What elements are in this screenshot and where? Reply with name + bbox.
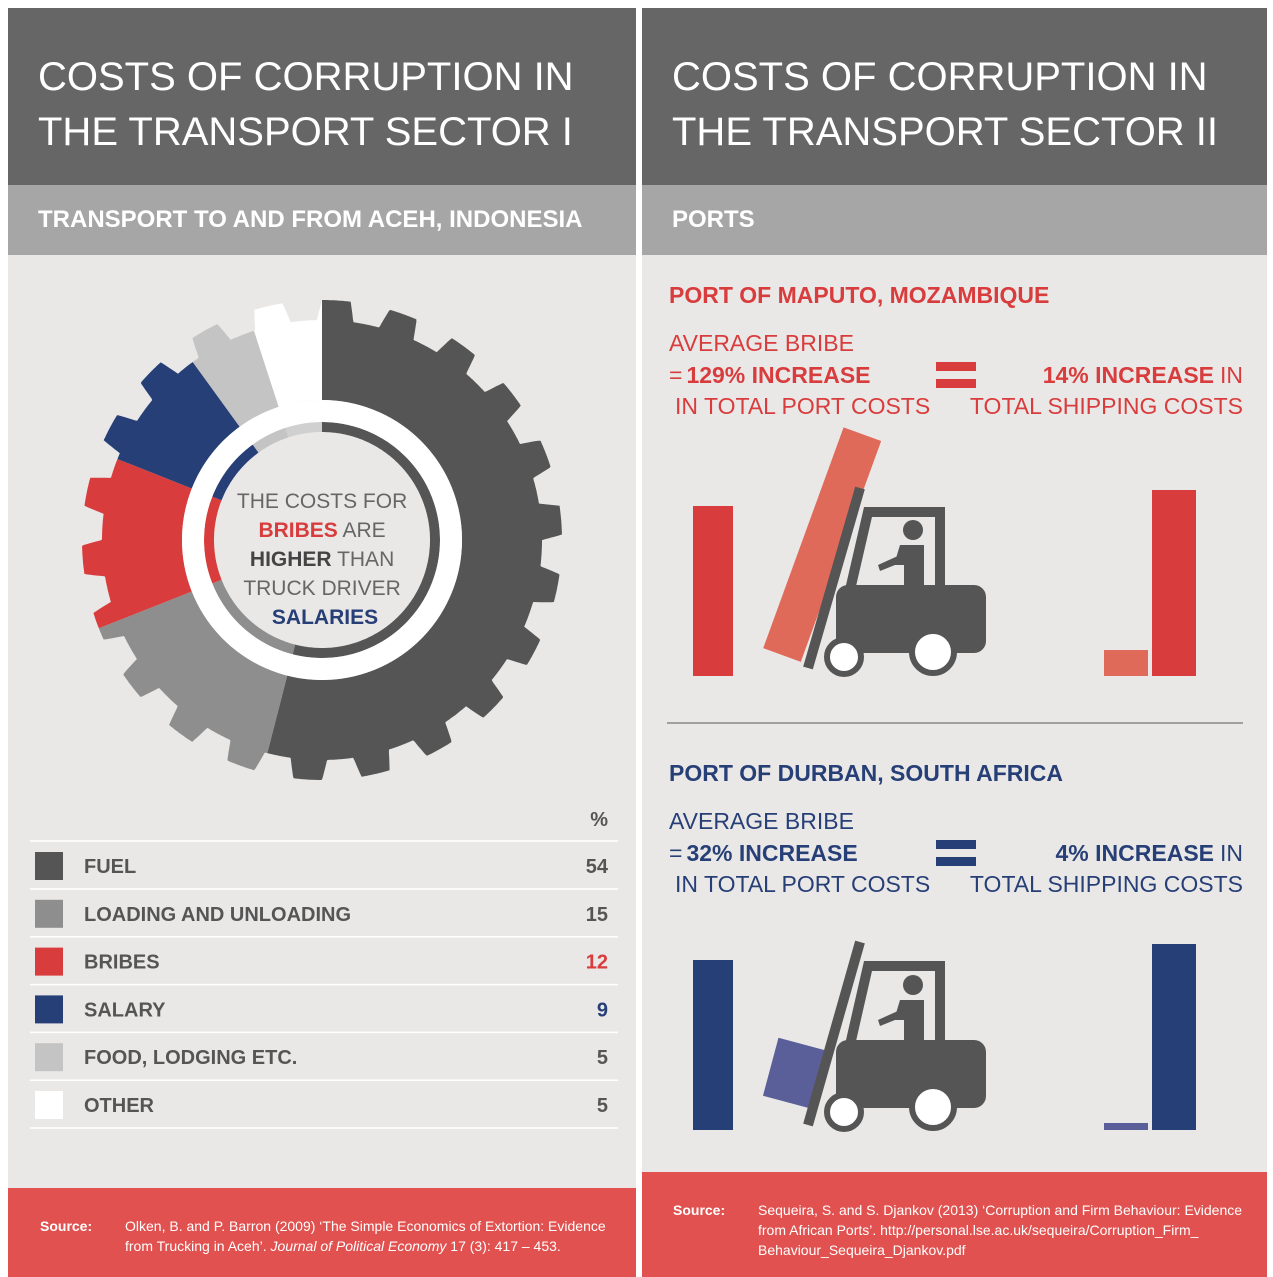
legend-swatch xyxy=(35,900,63,928)
legend-label: BRIBES xyxy=(84,952,160,974)
illustration-bar xyxy=(693,960,733,1130)
legend: FUEL 54 LOADING AND UNLOADING 15 BRIBES 12 SAL… xyxy=(30,841,618,1128)
forklift xyxy=(763,427,986,674)
donut-segment xyxy=(99,592,287,771)
shipping-in: IN xyxy=(1220,362,1243,388)
legend-swatch xyxy=(35,1091,63,1119)
cab xyxy=(850,966,940,1045)
legend-label: FOOD, LODGING ETC. xyxy=(84,1047,297,1069)
shipping-increase: 14% INCREASE xyxy=(1043,362,1214,388)
wheel xyxy=(912,631,954,673)
legend-value: 9 xyxy=(597,999,608,1021)
center-word: THE COSTS FOR xyxy=(237,490,407,513)
equals-icon xyxy=(936,362,976,371)
port-name: PORT OF DURBAN, SOUTH AFRICA xyxy=(669,760,1063,786)
illustration-bar xyxy=(1104,650,1148,676)
equals: = xyxy=(669,362,682,388)
legend-value: 12 xyxy=(586,952,608,974)
center-word: HIGHER THAN xyxy=(250,548,394,571)
driver-body xyxy=(878,545,924,590)
page: COSTS OF CORRUPTION IN THE TRANSPORT SEC… xyxy=(0,0,1273,1277)
illustration-bar xyxy=(1104,1123,1148,1130)
center-word: TRUCK DRIVER xyxy=(243,577,401,600)
equals: = xyxy=(669,840,682,866)
legend-swatch xyxy=(35,852,63,880)
center-word: ARE xyxy=(343,519,386,542)
legend-label: SALARY xyxy=(84,999,166,1021)
forklift xyxy=(763,942,986,1129)
legend-swatch xyxy=(35,948,63,976)
wheel xyxy=(827,640,861,674)
illustration-bar xyxy=(693,506,733,676)
value-header: % xyxy=(590,809,608,831)
port-name: PORT OF MAPUTO, MOZAMBIQUE xyxy=(669,282,1049,308)
port-increase: 32% INCREASE xyxy=(686,840,857,866)
port-suffix: IN TOTAL PORT COSTS xyxy=(675,393,930,419)
legend-label: LOADING AND UNLOADING xyxy=(84,904,351,926)
driver-head xyxy=(903,975,923,995)
bribe-line: =32% INCREASE xyxy=(669,840,858,866)
driver-body xyxy=(878,1000,924,1045)
port-increase: 129% INCREASE xyxy=(686,362,870,388)
center-word: SALARIES xyxy=(272,606,378,629)
shipping-increase: 4% INCREASE xyxy=(1056,840,1214,866)
wheel xyxy=(912,1086,954,1128)
driver-head xyxy=(903,520,923,540)
legend-label: FUEL xyxy=(84,856,136,878)
illustration-bar xyxy=(1152,490,1196,676)
port-suffix: IN TOTAL PORT COSTS xyxy=(675,871,930,897)
center-word: BRIBES xyxy=(258,519,337,542)
center-word: BRIBES ARE xyxy=(258,519,385,542)
wheel xyxy=(827,1095,861,1129)
legend-value: 54 xyxy=(586,856,609,878)
cab xyxy=(850,512,940,590)
illustration-bar xyxy=(1152,944,1196,1130)
equals-icon xyxy=(936,379,976,388)
bribe-label: AVERAGE BRIBE xyxy=(669,808,854,834)
legend-value: 15 xyxy=(586,904,608,926)
graphics: THE COSTS FOR BRIBES ARE HIGHER THAN TRU… xyxy=(0,0,1273,1277)
bribe-line: =129% INCREASE xyxy=(669,362,871,388)
shipping-suffix: TOTAL SHIPPING COSTS xyxy=(970,393,1243,419)
bribe-label: AVERAGE BRIBE xyxy=(669,330,854,356)
legend-value: 5 xyxy=(597,1047,608,1069)
legend-swatch xyxy=(35,995,63,1023)
shipping-in: IN xyxy=(1220,840,1243,866)
legend-label: OTHER xyxy=(84,1095,155,1117)
center-text: THE COSTS FOR BRIBES ARE HIGHER THAN TRU… xyxy=(237,490,413,629)
shipping-suffix: TOTAL SHIPPING COSTS xyxy=(970,871,1243,897)
legend-value: 5 xyxy=(597,1095,608,1117)
equals-icon xyxy=(936,840,976,849)
center-word: THAN xyxy=(337,548,394,571)
equals-icon xyxy=(936,857,976,866)
legend-swatch xyxy=(35,1043,63,1071)
center-word: HIGHER xyxy=(250,548,332,571)
